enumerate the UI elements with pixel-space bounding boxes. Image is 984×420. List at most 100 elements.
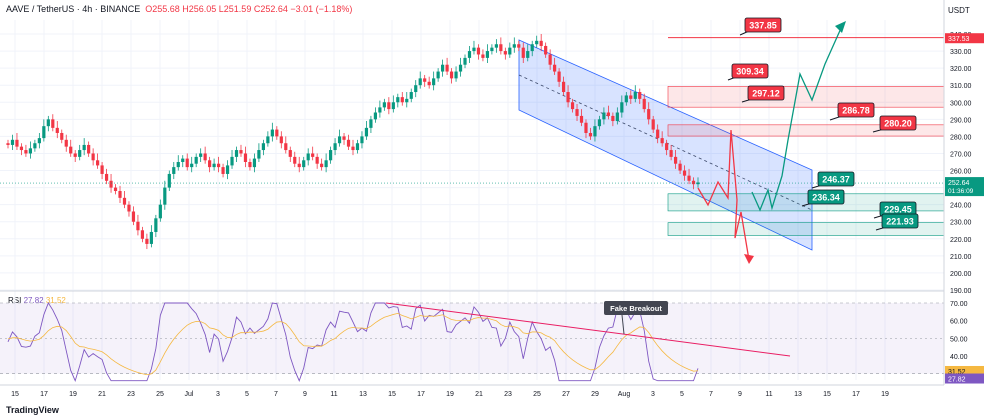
candle xyxy=(584,122,588,133)
x-tick-label: 5 xyxy=(680,391,684,398)
y-tick-label: 280.00 xyxy=(950,134,972,141)
y-tick-label: 300.00 xyxy=(950,100,972,107)
candle xyxy=(252,158,257,168)
candle xyxy=(60,132,64,140)
rsi-tick-label: 40.00 xyxy=(950,354,968,361)
candle xyxy=(113,187,118,192)
candle xyxy=(629,95,633,99)
level-label-text: 280.20 xyxy=(884,119,912,129)
candle xyxy=(611,115,615,122)
candle xyxy=(499,44,503,52)
x-tick-label: 19 xyxy=(446,391,454,398)
candle xyxy=(225,165,230,174)
support-zone-upper xyxy=(667,193,945,212)
candle xyxy=(620,102,624,113)
candle xyxy=(481,54,485,58)
level-leader-line xyxy=(873,214,885,219)
candle xyxy=(346,139,351,147)
chart-header: AAVE / TetherUS · 4h · BINANCE O255.68 H… xyxy=(6,4,352,14)
candle xyxy=(91,153,95,161)
candle xyxy=(445,64,449,72)
candle xyxy=(127,204,131,212)
candle xyxy=(248,162,252,168)
candle xyxy=(579,115,584,123)
level-leader-line xyxy=(741,98,753,103)
rsi-trendline xyxy=(385,302,791,357)
candle xyxy=(449,71,454,79)
resistance-zone-lower xyxy=(667,124,945,137)
candle xyxy=(602,112,606,120)
candle xyxy=(149,231,153,244)
rsi-tick-label: 70.00 xyxy=(950,301,968,308)
y-tick-label: 340.00 xyxy=(950,32,972,39)
candle xyxy=(145,238,149,244)
candle xyxy=(521,47,525,58)
candle xyxy=(373,112,378,120)
channel-band xyxy=(518,39,813,251)
x-tick-label: 11 xyxy=(330,391,337,398)
candle xyxy=(561,81,566,93)
candle xyxy=(19,146,24,151)
candle xyxy=(293,156,297,164)
candle xyxy=(6,143,10,145)
candle xyxy=(454,71,458,79)
candle xyxy=(539,40,543,46)
level-label-box xyxy=(879,115,917,131)
candle xyxy=(315,156,319,164)
x-tick-label: 21 xyxy=(98,391,106,398)
candle xyxy=(257,150,261,159)
candle xyxy=(687,175,691,181)
rsi-line xyxy=(7,302,699,383)
candle xyxy=(535,40,539,45)
y-tick-label: 190.00 xyxy=(950,288,972,295)
level-label-box xyxy=(731,63,769,79)
x-tick-label: 25 xyxy=(156,391,164,398)
candle xyxy=(423,78,427,82)
candle xyxy=(324,160,328,168)
candle xyxy=(131,211,136,222)
candle xyxy=(163,187,167,205)
axes: 340.00330.00320.00310.00300.00290.00280.… xyxy=(0,0,984,398)
candle xyxy=(275,129,279,137)
candle xyxy=(642,98,646,110)
candle xyxy=(212,163,216,168)
candle xyxy=(243,153,248,162)
candle xyxy=(678,163,682,171)
annotation-box xyxy=(604,301,668,315)
x-tick-label: 23 xyxy=(127,391,135,398)
candle xyxy=(427,81,431,86)
y-tick-label: 290.00 xyxy=(950,117,972,124)
top-axis-box xyxy=(945,33,984,44)
level-leader-line xyxy=(727,76,737,81)
candle xyxy=(172,167,176,174)
candle xyxy=(266,136,270,144)
candle xyxy=(234,150,239,157)
x-tick-label: Aug xyxy=(618,391,631,398)
candle xyxy=(46,119,50,127)
rsi-box xyxy=(945,373,984,384)
candle xyxy=(104,173,109,181)
symbol-title: AAVE / TetherUS · 4h · BINANCE xyxy=(6,4,141,14)
candle xyxy=(24,150,28,154)
x-tick-label: 17 xyxy=(852,391,860,398)
x-tick-label: 9 xyxy=(303,391,307,398)
x-tick-label: 27 xyxy=(562,391,570,398)
candles xyxy=(0,34,944,250)
candle xyxy=(651,119,655,130)
candle xyxy=(597,119,602,127)
candle xyxy=(696,182,700,185)
resistance-zone-upper xyxy=(667,86,945,108)
y-tick-label: 250.00 xyxy=(950,186,972,193)
candle xyxy=(185,158,189,168)
x-tick-label: 17 xyxy=(417,391,425,398)
x-tick-label: 3 xyxy=(651,391,655,398)
candle xyxy=(203,153,207,161)
candle xyxy=(360,136,364,144)
candle xyxy=(261,143,265,151)
candle xyxy=(337,136,342,144)
y-tick-label: 230.00 xyxy=(950,220,972,227)
candle xyxy=(33,143,37,149)
rsi-name: RSI xyxy=(8,296,22,305)
candle xyxy=(302,160,306,168)
